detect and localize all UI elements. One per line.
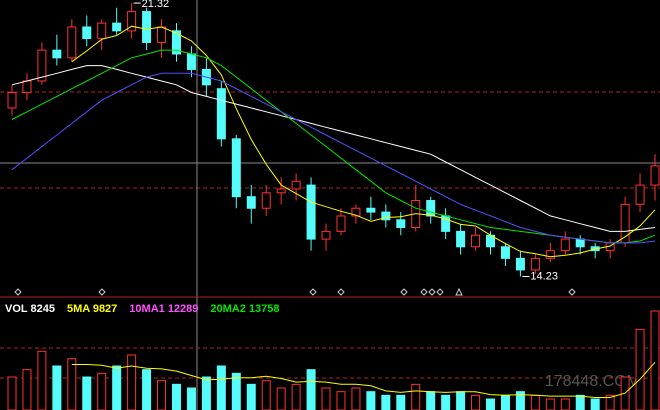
candle-body <box>82 26 92 40</box>
volume-bar <box>381 394 391 410</box>
candle-body <box>321 230 331 240</box>
candle-body <box>231 138 241 198</box>
volume-bar <box>590 398 600 410</box>
event-markers <box>14 287 576 296</box>
volume-bar <box>82 376 92 410</box>
volume-bar <box>157 380 167 410</box>
volume-bar <box>127 354 137 410</box>
volume-bar <box>306 369 316 410</box>
candle-body <box>545 250 555 259</box>
volume-legend: 5MA 9827 <box>67 303 117 315</box>
volume-legend: 20MA2 13758 <box>210 303 279 315</box>
candle-body <box>471 234 481 248</box>
candle-body <box>530 257 540 271</box>
candle-body <box>246 196 256 209</box>
candle-body <box>396 219 406 229</box>
candle-body <box>261 192 271 209</box>
volume-bar <box>276 387 286 410</box>
candle-body <box>37 49 47 82</box>
candle-body <box>142 11 152 43</box>
candle-body <box>97 22 107 40</box>
volume-bar <box>216 365 226 410</box>
volume-bar <box>186 387 196 410</box>
volume-bar <box>142 369 152 410</box>
volume-bar <box>52 365 62 410</box>
watermark: 178448.COM <box>545 373 640 390</box>
volume-bar <box>471 394 481 410</box>
candle-body <box>650 165 660 186</box>
volume-bar <box>321 387 331 410</box>
volume-bar <box>112 365 122 410</box>
candle-body <box>7 92 17 109</box>
ma-line <box>11 72 656 244</box>
volume-bar <box>291 383 301 410</box>
candle-body <box>381 211 391 221</box>
extreme-label: 21.32 <box>142 0 170 10</box>
volume-bar <box>426 391 436 410</box>
candle-body <box>52 49 62 59</box>
candle-body <box>351 207 361 217</box>
volume-bar <box>441 394 451 410</box>
volume-bar <box>500 394 510 410</box>
volume-bar <box>67 358 77 410</box>
volume-bar <box>411 383 421 410</box>
volume-bar <box>171 383 181 410</box>
candle-body <box>336 215 346 232</box>
volume-bar <box>246 383 256 410</box>
volume-bar <box>396 394 406 410</box>
candle-body <box>515 257 525 271</box>
ma-line <box>71 25 656 258</box>
volume-bar <box>456 391 466 410</box>
candle-body <box>186 53 196 70</box>
volume-legend: 10MA1 12289 <box>129 303 198 315</box>
ma-line <box>11 65 656 232</box>
ma-line <box>71 361 656 398</box>
volume-bar <box>231 372 241 410</box>
volume-legend: VOL 8245 <box>5 303 55 315</box>
candle-body <box>575 238 585 248</box>
candle-body <box>276 188 286 194</box>
candle-body <box>67 26 77 59</box>
volume-bar <box>486 398 496 410</box>
candle-body <box>635 184 645 205</box>
candle-body <box>560 238 570 252</box>
volume-bar <box>366 391 376 410</box>
volume-bar <box>7 376 17 410</box>
candle-body <box>306 184 316 240</box>
volume-bar <box>530 394 540 410</box>
candle-body <box>366 207 376 213</box>
extreme-label: 14.23 <box>530 270 558 282</box>
candle-body <box>500 246 510 259</box>
candle-body <box>22 80 32 94</box>
volume-bar <box>261 380 271 410</box>
volume-bar <box>201 376 211 410</box>
volume-bar <box>635 328 645 410</box>
volume-bar <box>37 350 47 410</box>
volume-bar <box>97 372 107 410</box>
volume-bar <box>575 394 585 410</box>
volume-bar <box>605 394 615 410</box>
candle-body <box>291 180 301 190</box>
candle-body <box>426 200 436 217</box>
volume-bar <box>545 398 555 410</box>
candle-body <box>112 22 122 32</box>
volume-bar <box>22 369 32 410</box>
candle-body <box>216 88 226 140</box>
candle-body <box>127 11 137 32</box>
volume-bar <box>336 391 346 410</box>
volume-bar <box>351 387 361 410</box>
candle-body <box>456 230 466 248</box>
volume-bar <box>650 310 660 410</box>
candle-body <box>171 30 181 55</box>
volume-bar <box>560 398 570 410</box>
candle-body <box>157 26 167 43</box>
